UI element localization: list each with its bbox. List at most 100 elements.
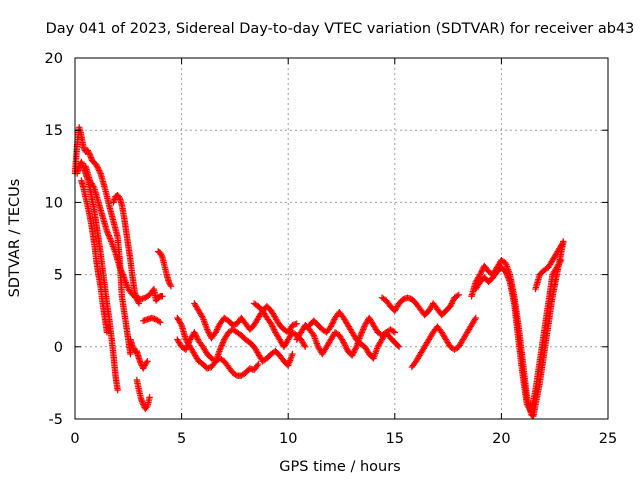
data-point (504, 274, 512, 281)
data-point (215, 323, 222, 330)
data-point (217, 343, 225, 350)
data-point (329, 319, 337, 326)
data-point (505, 275, 512, 283)
data-point (502, 268, 509, 275)
data-point (361, 323, 368, 330)
chart-title: Day 041 of 2023, Sidereal Day-to-day VTE… (46, 21, 635, 37)
data-point (216, 346, 224, 353)
data-point (327, 323, 335, 330)
data-point (115, 193, 122, 200)
data-point (232, 371, 239, 378)
data-point (94, 164, 101, 171)
data-point (140, 365, 147, 372)
data-point (157, 249, 164, 257)
data-point (447, 301, 455, 309)
data-point (477, 269, 484, 277)
data-point (140, 363, 148, 371)
data-point (103, 329, 111, 336)
data-point (213, 327, 220, 335)
data-point (133, 295, 141, 303)
data-point (343, 345, 350, 352)
data-point (157, 251, 165, 258)
data-point (330, 317, 337, 325)
x-tick-label: 5 (177, 431, 186, 447)
y-tick-label: 20 (45, 51, 63, 67)
y-tick-label: -5 (49, 412, 63, 428)
data-point (270, 324, 277, 332)
data-point (143, 359, 150, 366)
data-point (186, 337, 193, 345)
data-point (205, 329, 212, 336)
data-point (351, 347, 358, 355)
data-point (478, 268, 485, 275)
data-point (183, 343, 191, 350)
data-point (390, 328, 397, 335)
data-point (359, 327, 366, 335)
data-point (267, 320, 275, 327)
plot-frame (74, 57, 609, 420)
data-point (359, 326, 367, 333)
data-point (104, 229, 111, 236)
data-point (146, 394, 153, 401)
data-point (342, 343, 349, 350)
data-point (394, 342, 402, 349)
data-point (219, 340, 226, 348)
data-point (270, 326, 278, 333)
data-point (358, 330, 365, 338)
data-point (447, 303, 454, 310)
data-point (119, 269, 126, 277)
data-point (448, 300, 455, 307)
y-tick-label: 10 (45, 195, 63, 211)
x-axis-label: GPS time / hours (279, 459, 400, 475)
data-point (340, 339, 347, 346)
data-point (120, 272, 127, 280)
data-point (159, 293, 166, 300)
data-point (341, 340, 348, 348)
data-point (116, 264, 123, 271)
data-point (192, 332, 200, 339)
data-point (93, 163, 101, 170)
data-point (106, 233, 113, 241)
data-point (183, 345, 190, 352)
data-point (213, 326, 221, 333)
data-point (104, 230, 112, 238)
data-point (103, 228, 111, 235)
data-point (191, 330, 199, 338)
data-point (90, 183, 97, 190)
data-point (352, 345, 359, 352)
data-point (155, 318, 163, 325)
data-point (471, 316, 479, 323)
data-point (395, 343, 403, 350)
data-point (184, 342, 191, 349)
data-point (214, 324, 222, 332)
x-tick-label: 0 (70, 431, 79, 447)
data-point (129, 343, 136, 350)
y-tick-label: 15 (45, 123, 63, 139)
data-point (80, 144, 87, 151)
data-point (289, 350, 296, 358)
data-point (217, 345, 224, 352)
data-point (165, 278, 173, 286)
data-point (557, 258, 564, 265)
data-point (119, 271, 127, 278)
data-point (341, 342, 349, 349)
data-point (107, 236, 114, 244)
y-axis-label: SDTVAR / TECUs (7, 179, 23, 298)
data-point (350, 349, 357, 356)
data-point (204, 327, 212, 335)
data-point (166, 280, 173, 287)
data-point (144, 358, 151, 365)
data-point (114, 386, 121, 394)
data-point (177, 320, 184, 327)
y-tick-label: 5 (54, 268, 63, 284)
data-point (93, 161, 100, 169)
data-point (503, 271, 511, 278)
data-point (293, 320, 300, 327)
data-point (302, 343, 309, 350)
axis-ticks: 0 5 10 15 20 25 -5 0 5 10 15 20 (45, 51, 618, 447)
data-point (158, 252, 165, 260)
data-point (255, 360, 262, 368)
data-point (182, 346, 190, 353)
data-point (185, 340, 192, 348)
